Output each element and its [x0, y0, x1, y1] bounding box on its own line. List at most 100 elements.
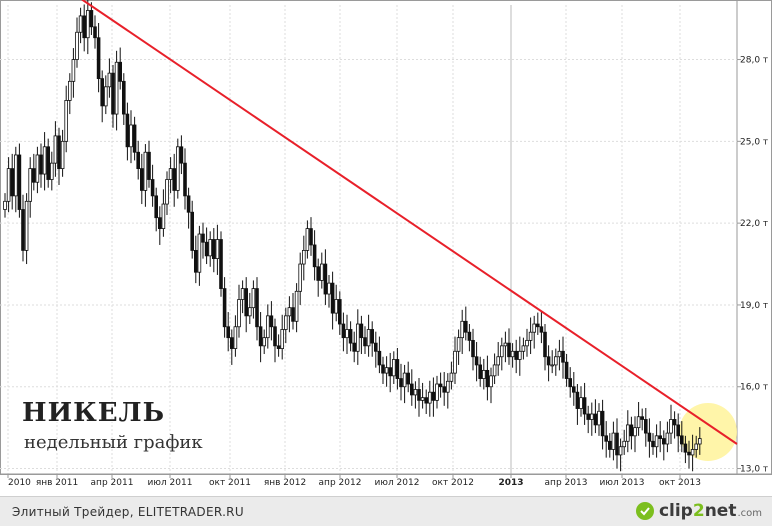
candle-body	[572, 386, 576, 393]
clip2net-logo[interactable]: clip2net .com	[635, 500, 762, 522]
trendline	[81, 0, 738, 445]
candle-body	[672, 419, 677, 426]
candle-body	[143, 151, 148, 191]
candle-body	[471, 339, 475, 358]
logo-accent: 2	[692, 501, 705, 521]
candle-body	[262, 337, 266, 347]
candle-body	[568, 378, 572, 388]
candle-body	[104, 86, 108, 107]
candle-body	[435, 383, 439, 401]
candle-body	[690, 449, 695, 456]
candle-body	[341, 323, 346, 339]
candle-body	[377, 350, 382, 366]
candle-body	[273, 326, 277, 347]
x-tick-label: апр 2012	[319, 478, 362, 488]
candle-body	[201, 233, 205, 243]
candle-body	[618, 446, 623, 456]
candle-body	[348, 329, 353, 344]
candle-body	[64, 100, 69, 142]
candle-body	[96, 37, 101, 80]
candle-body	[489, 375, 493, 388]
candle-body	[251, 288, 256, 309]
candle-body	[550, 364, 554, 367]
candle-body	[352, 342, 356, 352]
candle-body	[136, 151, 141, 170]
candle-body	[219, 239, 223, 289]
candle-body	[57, 135, 61, 170]
logo-tld: .com	[737, 508, 762, 519]
candle-body	[179, 146, 184, 164]
candle-body	[17, 154, 22, 210]
candle-body	[305, 228, 310, 251]
candle-body	[330, 282, 335, 314]
candle-body	[319, 263, 324, 281]
candle-body	[604, 435, 608, 442]
y-tick-label: 25,0 т	[740, 137, 768, 147]
candle-body	[514, 350, 518, 360]
candle-body	[86, 10, 90, 39]
candle-body	[355, 323, 360, 352]
candle-body	[485, 369, 490, 388]
candle-body	[626, 424, 630, 442]
candle-body	[536, 323, 540, 328]
candle-body	[582, 397, 587, 415]
candle-body	[21, 209, 25, 251]
candle-body	[334, 299, 338, 314]
x-tick-label: июл 2011	[148, 478, 193, 488]
candle-body	[420, 397, 425, 401]
candle-body	[204, 241, 209, 257]
candle-body	[460, 320, 464, 339]
candle-body	[590, 413, 594, 420]
candle-body	[175, 146, 180, 191]
candle-body	[298, 263, 302, 292]
candle-body	[402, 372, 407, 388]
candle-body	[122, 80, 126, 115]
candle-body	[309, 228, 313, 246]
candle-body	[208, 239, 213, 257]
candle-body	[345, 329, 349, 339]
candle-body	[139, 168, 144, 191]
candle-body	[35, 154, 40, 183]
chart-area: 13,0 т 16,0 т 19,0 т 22,0 т 25,0 т 28,0 т 2010…	[0, 0, 772, 488]
candle-body	[698, 438, 702, 445]
candle-body	[445, 380, 450, 393]
candle-body	[229, 337, 234, 349]
candle-body	[453, 350, 457, 374]
candle-body	[93, 26, 97, 39]
candle-body	[265, 315, 270, 339]
candle-body	[287, 307, 292, 317]
candle-body	[665, 432, 670, 445]
candle-body	[557, 350, 562, 358]
candle-body	[608, 440, 612, 450]
candle-body	[409, 383, 414, 396]
chart-title: НИКЕЛЬ	[22, 398, 166, 428]
candle-body	[600, 410, 605, 437]
logo-text: clip2net	[659, 501, 737, 521]
candle-body	[492, 364, 497, 377]
candle-body	[60, 140, 65, 170]
candle-body	[564, 361, 569, 379]
candle-body	[528, 331, 533, 341]
candle-body	[518, 350, 522, 360]
candle-body	[71, 59, 76, 82]
candle-body	[381, 364, 385, 374]
candle-body	[417, 389, 421, 401]
candle-body	[384, 367, 389, 374]
candle-body	[694, 443, 698, 450]
x-tick-label: янв 2012	[264, 478, 306, 488]
candle-body	[463, 320, 468, 333]
candle-body	[75, 31, 79, 60]
footer-credit: Элитный Трейдер, ELITETRADER.RU	[12, 505, 244, 519]
candle-body	[337, 299, 342, 325]
candle-body	[629, 424, 634, 437]
candle-body	[294, 290, 299, 322]
candle-body	[118, 61, 123, 82]
candle-body	[633, 427, 637, 437]
candle-body	[323, 263, 328, 295]
candle-body	[658, 435, 662, 439]
chart-svg: 13,0 т 16,0 т 19,0 т 22,0 т 25,0 т 28,0 т 2010…	[0, 0, 772, 488]
candle-body	[391, 359, 396, 377]
highlight-circle	[679, 403, 737, 461]
candle-body	[654, 435, 659, 448]
candle-body	[359, 323, 364, 339]
